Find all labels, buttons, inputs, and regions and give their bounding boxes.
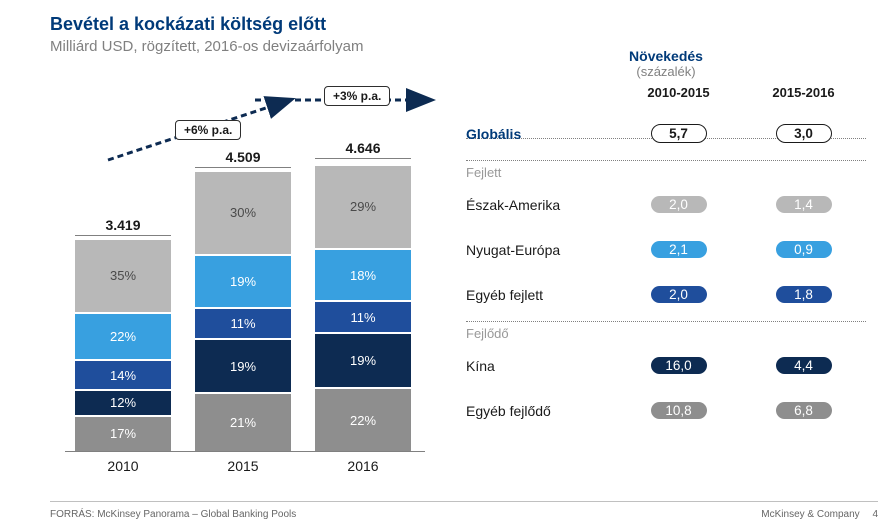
seg-2010-eszak_amerika: 35% [75,238,171,313]
col-2015-2016: 2015-2016 [741,85,866,100]
table-row: Észak-Amerika 2,0 1,4 [466,182,866,227]
year-2016: 2016 [315,458,411,474]
cell-2: 1,4 [741,196,866,214]
bar-2015: 21%19%11%19%30% [195,170,291,451]
footer-divider [50,501,878,502]
total-2016: 4.646 [315,140,411,156]
annotation: +3% p.a. [324,86,390,106]
cell-2: 1,8 [741,286,866,304]
cell-1: 2,0 [616,196,741,214]
table-row: Nyugat-Európa 2,1 0,9 [466,227,866,272]
year-2015: 2015 [195,458,291,474]
cell-1: 10,8 [616,402,741,420]
seg-2010-kina: 12% [75,389,171,415]
total-2015: 4.509 [195,149,291,165]
growth-col-headers: 2010-2015 2015-2016 [466,85,866,100]
table-row: Egyéb fejlődő 10,8 6,8 [466,388,866,433]
seg-2015-eszak_amerika: 30% [195,170,291,254]
row-label: Észak-Amerika [466,197,616,213]
seg-2016-egyeb_fejlett: 11% [315,300,411,332]
row-global: Globális 5,7 3,0 [466,111,866,156]
row-label: Egyéb fejlődő [466,403,616,419]
bar-2010: 17%12%14%22%35% [75,238,171,451]
cell-2: 0,9 [741,241,866,259]
pill-global-1: 5,7 [651,124,707,143]
seg-2016-kina: 19% [315,332,411,387]
seg-2010-egyeb_fejlett: 14% [75,359,171,389]
section-Fejlődő: Fejlődő Kína 16,0 4,4 Egyéb fejlődő 10,8 6,8 [466,321,866,433]
seg-2016-eszak_amerika: 29% [315,164,411,248]
seg-2016-nyugat_europa: 18% [315,248,411,300]
seg-2015-egyeb_fejlodo: 21% [195,392,291,451]
cell-2: 4,4 [741,357,866,375]
pill: 2,0 [651,196,707,213]
total-2010: 3.419 [75,217,171,233]
section-label: Fejlődő [466,326,866,341]
seg-2016-egyeb_fejlodo: 22% [315,387,411,451]
pill-global-2: 3,0 [776,124,832,143]
annotation: +6% p.a. [175,120,241,140]
row-label: Nyugat-Európa [466,242,616,258]
footer-brand-text: McKinsey & Company [761,509,859,520]
pill: 1,4 [776,196,832,213]
footer-source: FORRÁS: McKinsey Panorama – Global Banki… [50,509,296,520]
pill: 1,8 [776,286,832,303]
pill: 2,1 [651,241,707,258]
pill: 2,0 [651,286,707,303]
pill: 6,8 [776,402,832,419]
year-2010: 2010 [75,458,171,474]
cell-2: 6,8 [741,402,866,420]
row-label: Egyéb fejlett [466,287,616,303]
growth-header: Növekedés [466,48,866,64]
seg-2015-egyeb_fejlett: 11% [195,307,291,338]
row-label: Kína [466,358,616,374]
seg-2010-nyugat_europa: 22% [75,312,171,359]
growth-subheader: (százalék) [466,64,866,79]
cell-1: 16,0 [616,357,741,375]
pill: 4,4 [776,357,832,374]
table-row: Kína 16,0 4,4 [466,343,866,388]
table-row: Egyéb fejlett 2,0 1,8 [466,272,866,317]
cell-global-1: 5,7 [616,124,741,143]
label-global: Globális [466,126,616,142]
section-Fejlett: Fejlett Észak-Amerika 2,0 1,4 Nyugat-Európa 2… [466,160,866,317]
cell-global-2: 3,0 [741,124,866,143]
footer-page: 4 [872,509,878,520]
footer-brand: McKinsey & Company 4 [761,509,878,520]
seg-2015-kina: 19% [195,338,291,391]
seg-2010-egyeb_fejlodo: 17% [75,415,171,451]
stacked-bar-chart: 17%12%14%22%35%21%19%11%19%30%22%19%11%1… [65,156,425,452]
pill: 10,8 [651,402,707,419]
growth-table: Növekedés (százalék) 2010-2015 2015-2016… [466,48,866,433]
col-2010-2015: 2010-2015 [616,85,741,100]
cell-1: 2,0 [616,286,741,304]
cell-1: 2,1 [616,241,741,259]
section-label: Fejlett [466,165,866,180]
seg-2015-nyugat_europa: 19% [195,254,291,307]
bar-2016: 22%19%11%18%29% [315,161,411,451]
global-section: Globális 5,7 3,0 [466,138,866,156]
pill: 16,0 [651,357,707,374]
pill: 0,9 [776,241,832,258]
